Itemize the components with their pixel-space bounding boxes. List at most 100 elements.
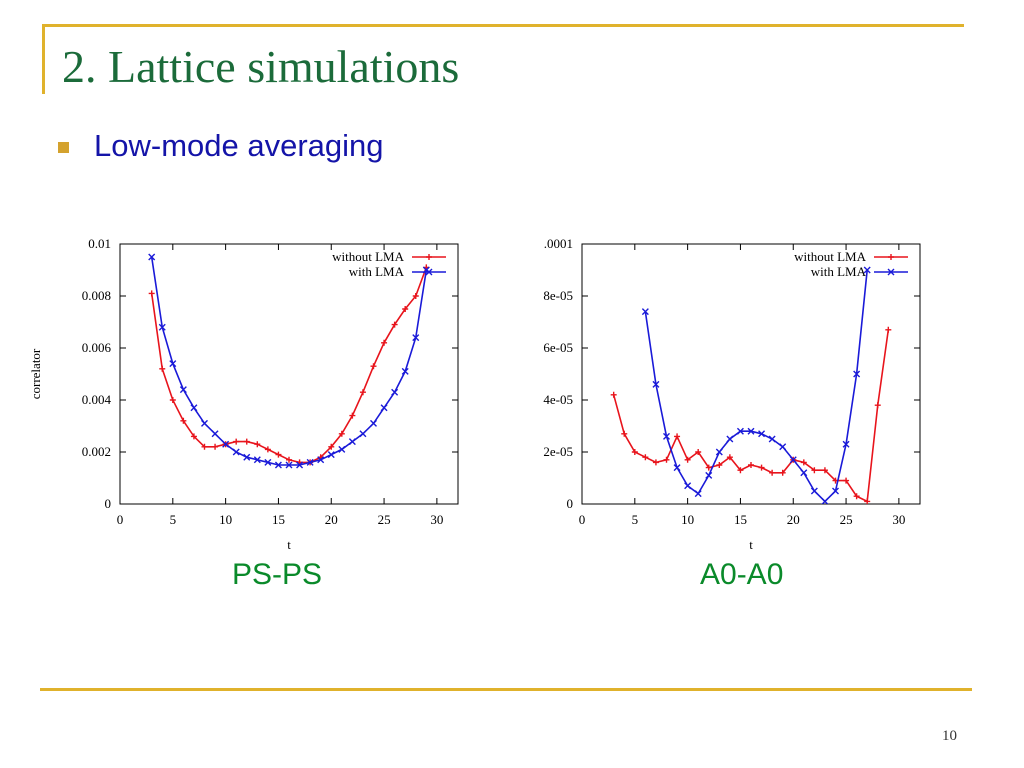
data-point-with	[779, 443, 787, 451]
y-tick-label: 6e-05	[543, 340, 573, 355]
bullet-text: Low-mode averaging	[94, 128, 384, 163]
data-point-without	[264, 446, 271, 453]
series-line-without	[612, 329, 890, 503]
x-tick-label: 25	[378, 512, 391, 527]
data-point-with	[810, 487, 818, 495]
data-point-with	[232, 448, 240, 456]
chart-ps-ps: 0 5 10 15 20 25 30 0 0.002 0.004 0.006 0.008 0.01 t co…	[28, 236, 459, 552]
legend-label: with LMA	[811, 264, 867, 279]
data-point-with	[243, 453, 251, 461]
data-point-with	[370, 419, 377, 427]
data-point-without	[663, 456, 670, 463]
data-point-without	[254, 441, 261, 448]
bottom-rule	[40, 688, 972, 691]
data-point-with	[391, 388, 399, 396]
data-point-without	[148, 290, 155, 297]
data-point-with	[348, 438, 356, 446]
data-point-without	[243, 438, 250, 445]
x-tick-label: 10	[681, 512, 694, 527]
x-tick-label: 20	[787, 512, 800, 527]
data-point-with	[222, 440, 230, 448]
data-point-with	[327, 451, 335, 459]
data-point-with	[853, 370, 861, 378]
data-point-without	[286, 456, 292, 463]
data-point-with	[338, 445, 346, 453]
data-point-with	[747, 427, 755, 435]
data-point-with	[211, 430, 219, 438]
data-point-without	[412, 293, 419, 299]
chart-caption-a0-a0: A0-A0	[700, 558, 784, 591]
legend-marker-without	[426, 254, 432, 260]
y-tick-label: .0001	[544, 236, 573, 251]
data-point-with	[641, 308, 649, 316]
chart-caption-ps-ps: PS-PS	[232, 558, 323, 591]
data-point-without	[631, 449, 638, 455]
data-point-without	[621, 430, 628, 437]
x-tick-label: 30	[430, 512, 443, 527]
x-tick-label: 0	[579, 512, 586, 527]
data-point-without	[864, 498, 871, 504]
series-without	[610, 326, 892, 504]
data-point-with	[306, 458, 314, 466]
x-tick-label: 10	[219, 512, 232, 527]
x-tick-label: 25	[840, 512, 853, 527]
data-point-without	[737, 467, 744, 474]
data-point-without	[800, 459, 807, 466]
data-point-without	[853, 493, 860, 500]
square-bullet-icon	[58, 142, 69, 153]
data-point-without	[821, 467, 828, 474]
data-point-without	[684, 456, 691, 463]
data-point-with	[359, 430, 367, 438]
data-point-without	[726, 454, 733, 461]
data-point-with	[694, 490, 702, 498]
x-axis-label: t	[749, 537, 753, 552]
data-point-with	[179, 386, 187, 394]
data-point-with	[169, 360, 177, 368]
y-tick-label: 0	[105, 496, 112, 511]
data-point-with	[863, 266, 871, 274]
x-axis-label: t	[287, 537, 291, 552]
series-line-with	[644, 269, 868, 503]
data-point-without	[652, 459, 659, 466]
data-point-with	[832, 487, 839, 495]
data-point-with	[317, 456, 325, 464]
data-point-with	[148, 253, 156, 261]
data-point-with	[285, 461, 293, 469]
data-point-with	[253, 456, 261, 464]
data-point-with	[296, 461, 304, 469]
data-point-without	[169, 397, 176, 403]
data-point-with	[663, 432, 670, 440]
x-tick-label: 5	[632, 512, 639, 527]
y-tick-label: 0.006	[82, 340, 112, 355]
y-tick-label: 0.008	[82, 288, 111, 303]
legend-label: without LMA	[794, 249, 866, 264]
x-tick-label: 0	[117, 512, 124, 527]
series-without	[148, 264, 430, 466]
data-point-with	[715, 448, 723, 456]
data-point-with	[412, 334, 420, 342]
data-point-without	[338, 430, 345, 437]
y-tick-label: 0.004	[82, 392, 112, 407]
data-point-without	[811, 467, 818, 474]
left-rule	[42, 24, 45, 94]
x-tick-label: 15	[272, 512, 285, 527]
data-point-without	[610, 391, 617, 398]
data-point-with	[158, 323, 166, 331]
legend-marker-with	[425, 268, 433, 276]
data-point-with	[705, 471, 713, 479]
plot-frame	[119, 243, 459, 505]
data-point-without	[233, 438, 240, 445]
data-point-without	[885, 326, 892, 333]
data-point-without	[180, 417, 187, 424]
x-tick-label: 5	[170, 512, 177, 527]
data-point-without	[769, 469, 776, 476]
series-with	[641, 266, 871, 504]
data-point-with	[800, 469, 808, 477]
data-point-without	[381, 339, 388, 346]
data-point-without	[349, 412, 356, 419]
data-point-with	[789, 456, 797, 464]
data-point-without	[748, 462, 754, 468]
y-tick-label: 0.002	[82, 444, 111, 459]
data-point-without	[159, 365, 166, 372]
x-tick-label: 30	[892, 512, 905, 527]
